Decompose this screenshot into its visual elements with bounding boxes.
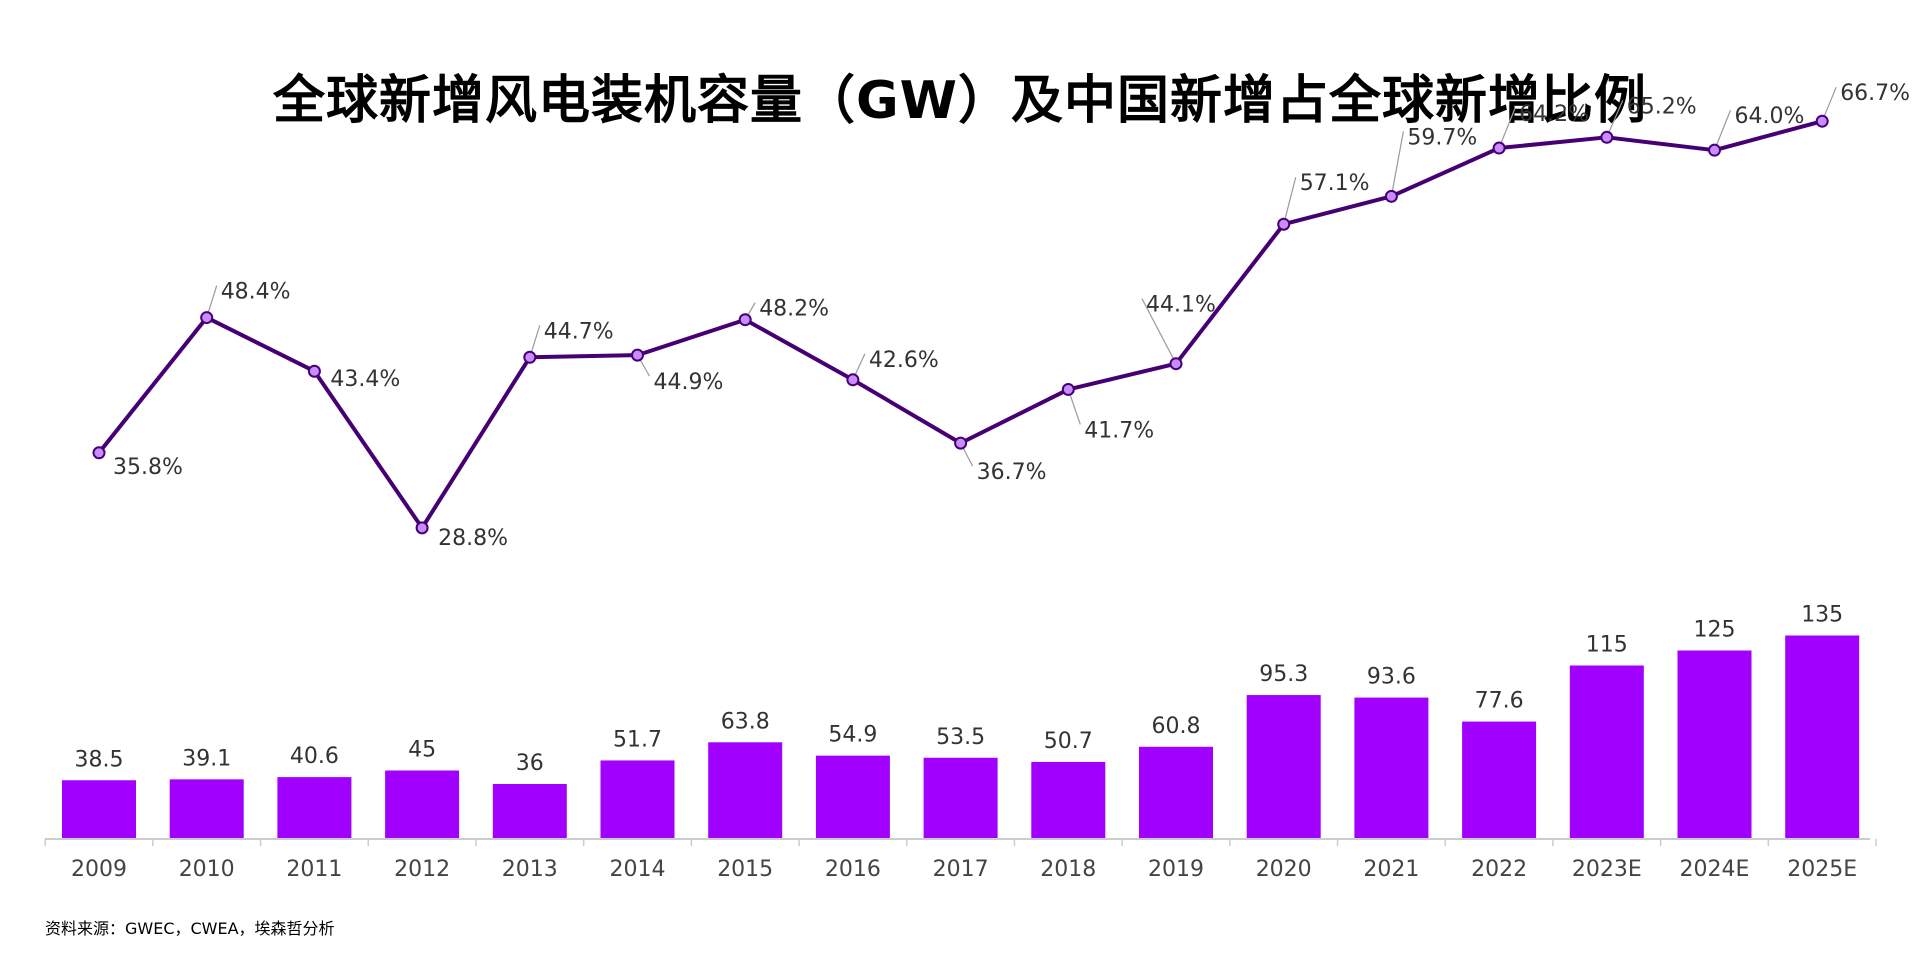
bar-value-label: 63.8 <box>721 709 770 734</box>
bar <box>815 755 890 838</box>
percentage-label: 41.7% <box>1084 418 1154 443</box>
bar <box>1031 761 1106 838</box>
percentage-marker <box>415 521 429 535</box>
percentage-marker <box>1815 114 1829 128</box>
bar <box>1246 695 1321 838</box>
label-leader-line <box>1713 109 1732 151</box>
bars-layer: 38.5 39.1 40.6 45 36 51.7 63.8 54.9 53.5 50.7 60.8… <box>62 603 1860 838</box>
bar-value-label: 45 <box>408 738 436 763</box>
bar <box>1677 650 1752 838</box>
bar-value-label: 50.7 <box>1044 729 1093 754</box>
bar-value-label: 135 <box>1801 603 1843 628</box>
x-tick-label: 2020 <box>1256 857 1312 882</box>
x-tick-label: 2011 <box>286 857 342 882</box>
bar <box>385 770 460 838</box>
percentage-label: 44.7% <box>544 319 614 344</box>
label-leader-line <box>1498 107 1516 149</box>
percentage-marker <box>307 364 321 378</box>
bar-value-label: 51.7 <box>613 727 662 752</box>
bar <box>1139 746 1213 838</box>
percentage-label: 43.4% <box>330 367 400 392</box>
x-tick-label: 2010 <box>179 857 235 882</box>
bar-value-label: 125 <box>1694 618 1736 643</box>
bar-value-label: 39.1 <box>182 746 231 771</box>
percentage-label: 57.1% <box>1300 171 1370 196</box>
bar-value-label: 40.6 <box>290 744 339 769</box>
x-tick-label: 2012 <box>394 857 450 882</box>
percentage-line <box>97 119 1823 530</box>
x-tick-label: 2017 <box>933 857 989 882</box>
percentage-label: 48.2% <box>759 297 829 322</box>
label-leader-line <box>1283 177 1297 225</box>
percentage-marker <box>523 350 537 364</box>
bar <box>1354 697 1429 838</box>
bar <box>708 742 783 838</box>
x-tick-label: 2009 <box>71 857 127 882</box>
bar-value-label: 54.9 <box>828 723 877 748</box>
percentage-label: 36.7% <box>977 460 1047 485</box>
bar-value-label: 38.5 <box>75 747 124 772</box>
percentage-label: 42.6% <box>869 348 939 373</box>
chart-title: 全球新增风电装机容量（GW）及中国新增占全球新增比例 <box>272 71 1648 131</box>
x-tick-label: 2016 <box>825 857 881 882</box>
chart-source: 资料来源：GWEC，CWEA，埃森哲分析 <box>45 919 335 938</box>
label-leader-line <box>1141 298 1177 364</box>
x-axis: 2009 2010 2011 2012 2013 2014 2015 2016 2017 2018… <box>44 838 1877 882</box>
x-tick-label: 2015 <box>717 857 773 882</box>
bar-value-label: 77.6 <box>1475 689 1524 714</box>
percentage-label: 64.0% <box>1735 104 1805 129</box>
bar <box>492 784 567 838</box>
percentage-marker <box>200 311 214 325</box>
x-tick-label: 2022 <box>1471 857 1527 882</box>
bar <box>600 760 675 838</box>
percentage-label: 44.1% <box>1146 293 1216 318</box>
percentage-marker <box>738 313 752 327</box>
percentage-label: 48.4% <box>221 280 291 305</box>
bar-value-label: 95.3 <box>1259 662 1308 687</box>
percentage-marker <box>92 446 106 460</box>
x-tick-label: 2019 <box>1148 857 1204 882</box>
bar-value-label: 36 <box>516 751 544 776</box>
percentage-label: 66.7% <box>1840 81 1910 106</box>
bar <box>1462 721 1537 838</box>
percentage-marker <box>846 373 860 387</box>
bar <box>169 779 244 838</box>
percentage-label: 65.2% <box>1627 94 1697 119</box>
percentage-marker <box>1600 130 1614 144</box>
x-tick-label: 2021 <box>1363 857 1419 882</box>
percentage-label: 35.8% <box>113 455 183 480</box>
x-tick-label: 2023E <box>1572 857 1642 882</box>
x-tick-label: 2025E <box>1787 857 1857 882</box>
percentage-marker <box>631 348 644 362</box>
bar <box>923 757 998 838</box>
bar <box>1569 665 1644 838</box>
bar-value-label: 115 <box>1586 633 1628 658</box>
bar <box>62 780 136 838</box>
percentage-marker <box>1061 382 1075 396</box>
bar-value-label: 93.6 <box>1367 665 1416 690</box>
bar <box>1785 635 1860 838</box>
x-tick-label: 2013 <box>502 857 558 882</box>
x-tick-label: 2024E <box>1680 857 1750 882</box>
percentage-marker <box>1384 189 1398 203</box>
bar-value-label: 53.5 <box>936 725 985 750</box>
percentage-marker <box>1492 141 1506 155</box>
percentage-line-layer: 35.8% 48.4% 43.4% 28.8% 44.7% 44.9% 48.2% 42.6%… <box>92 81 1910 551</box>
percentage-marker <box>1277 217 1291 231</box>
percentage-marker <box>1169 357 1183 371</box>
x-tick-label: 2018 <box>1040 857 1096 882</box>
label-leader-line <box>1390 131 1404 197</box>
bar <box>277 777 352 838</box>
x-tick-label: 2014 <box>610 857 666 882</box>
bar-value-label: 60.8 <box>1152 714 1201 739</box>
percentage-label: 64.2% <box>1519 102 1589 127</box>
percentage-label: 28.8% <box>438 526 508 551</box>
label-leader-line <box>1606 100 1624 138</box>
percentage-marker <box>954 436 968 450</box>
percentage-label: 44.9% <box>654 370 724 395</box>
percentage-label: 59.7% <box>1407 125 1477 150</box>
percentage-marker <box>1708 143 1721 157</box>
